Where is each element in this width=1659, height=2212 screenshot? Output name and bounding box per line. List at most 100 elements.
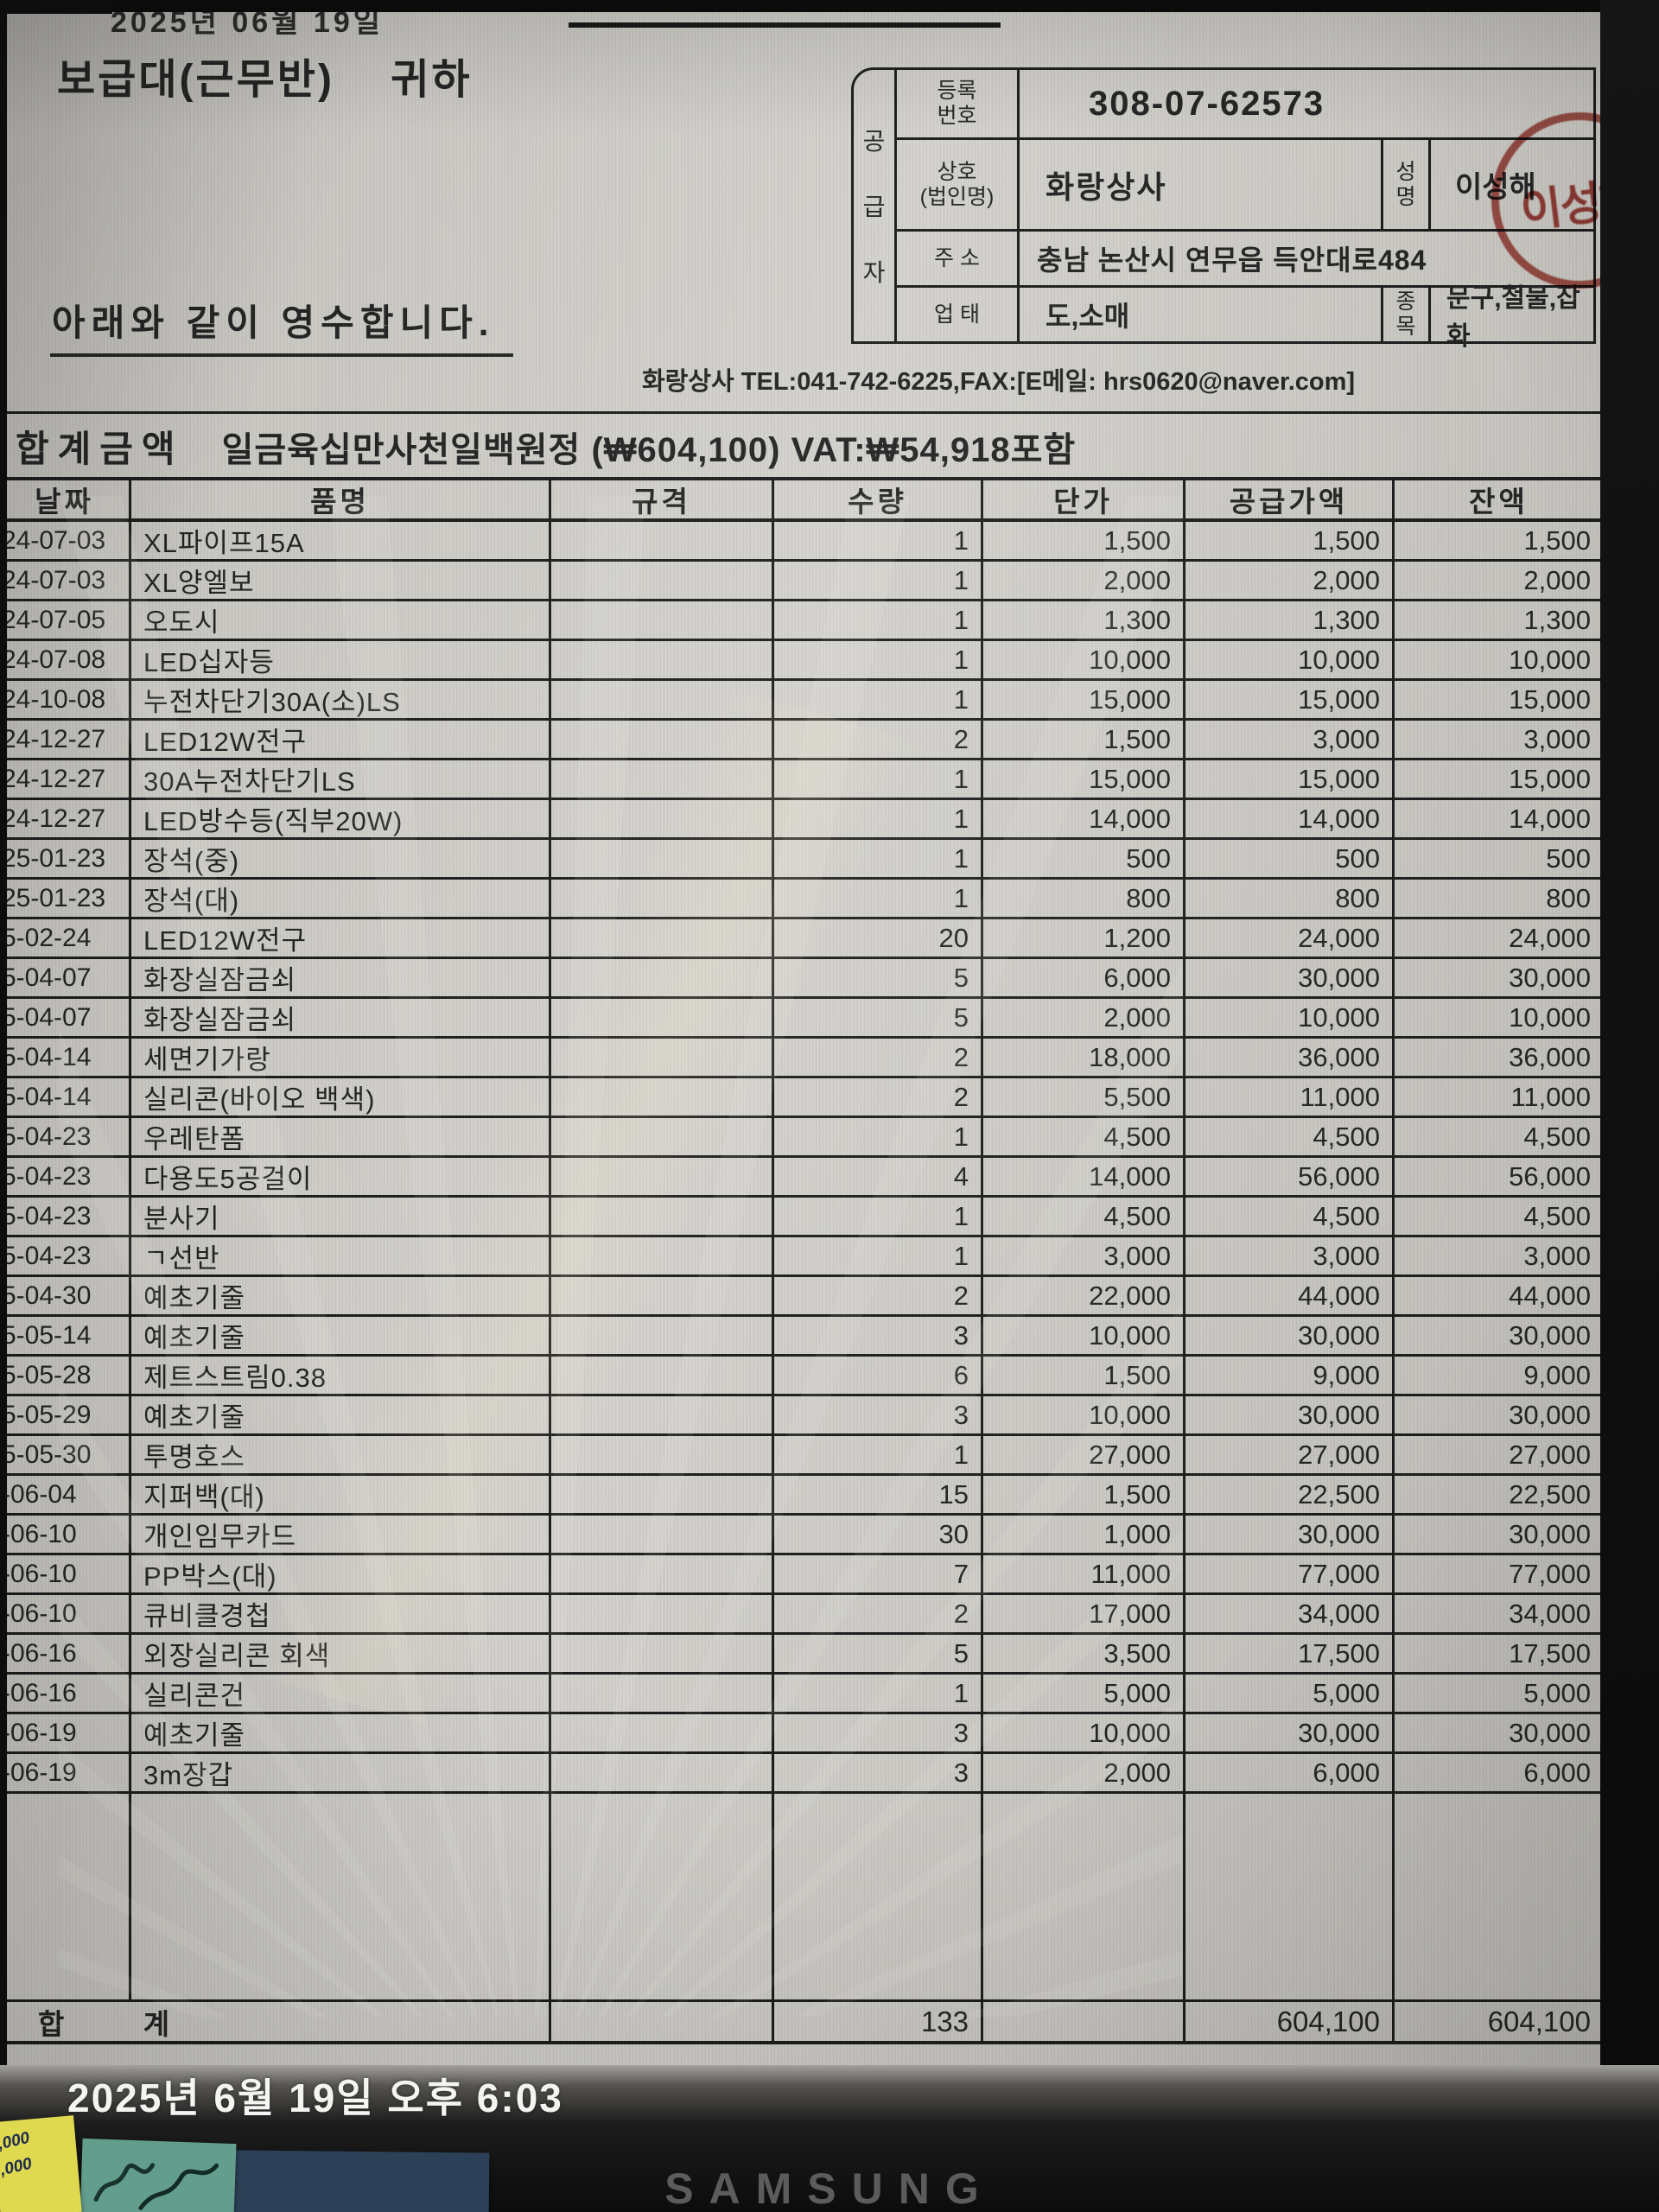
role-char: 공: [862, 128, 886, 155]
cell-qty: 4: [774, 1158, 983, 1195]
table-header-row: 날짜 품명 규격 수량 단가 공급가액 잔액: [7, 477, 1600, 522]
table-row: 5-05-30 투명호스 1 27,000 27,000 27,000: [7, 1436, 1600, 1476]
cell-item: 투명호스: [131, 1436, 551, 1473]
cell-unit: 14,000: [983, 800, 1185, 837]
monitor-bezel-top: [0, 0, 112, 14]
cell-date: -06-04: [7, 1476, 131, 1513]
cell-unit: 14,000: [983, 1158, 1185, 1195]
business-type-value: 도,소매: [1020, 285, 1383, 341]
cell-item: LED12W전구: [131, 721, 551, 758]
cell-unit: 1,000: [983, 1516, 1185, 1553]
header-spec: 규격: [551, 480, 774, 518]
cell-supply: 56,000: [1185, 1158, 1395, 1195]
cell-date: 24-07-03: [7, 562, 131, 599]
handwriting-scribble: [93, 2163, 219, 2210]
reg-no-label: 등록 번호: [897, 70, 1020, 137]
cell-spec: [551, 1277, 774, 1314]
table-row: -06-16 실리콘건 1 5,000 5,000 5,000: [7, 1675, 1600, 1714]
cell-balance: 77,000: [1395, 1555, 1600, 1592]
cell-date: 5-04-23: [7, 1198, 131, 1235]
cell-unit: 22,000: [983, 1277, 1185, 1314]
cell-supply: 30,000: [1185, 1714, 1395, 1751]
table-row: 24-12-27 LED12W전구 2 1,500 3,000 3,000: [7, 721, 1600, 760]
cell-supply: 9,000: [1185, 1357, 1395, 1394]
cell-supply: 30,000: [1185, 1317, 1395, 1354]
cell-balance: 3,000: [1395, 1237, 1600, 1274]
empty-cell: [7, 1794, 131, 1999]
cell-supply: 27,000: [1185, 1436, 1395, 1473]
cell-date: 24-07-08: [7, 641, 131, 678]
cell-balance: 9,000: [1395, 1357, 1600, 1394]
label-line: 목: [1395, 315, 1416, 339]
cell-qty: 1: [774, 562, 983, 599]
items-body: 24-07-03 XL파이프15A 1 1,500 1,500 1,500 24-07-03…: [7, 522, 1600, 1794]
cell-spec: [551, 1396, 774, 1433]
cell-spec: [551, 800, 774, 837]
cell-qty: 3: [774, 1754, 983, 1791]
cell-supply: 34,000: [1185, 1595, 1395, 1632]
cell-spec: [551, 1635, 774, 1672]
grand-total-amount: 일금육십만사천일백원정 (₩604,100) VAT:₩54,918포함: [221, 431, 1077, 469]
table-row: 5-04-23 우레탄폼 1 4,500 4,500 4,500: [7, 1118, 1600, 1158]
cell-item: XL양엘보: [131, 562, 551, 599]
cell-spec: [551, 1237, 774, 1274]
cell-item: 누전차단기30A(소)LS: [131, 681, 551, 718]
business-item-value: 문구,철물,잡화: [1431, 284, 1593, 351]
cell-balance: 30,000: [1395, 1516, 1600, 1553]
cell-balance: 1,500: [1395, 522, 1600, 559]
cell-qty: 1: [774, 800, 983, 837]
cell-qty: 1: [774, 1675, 983, 1712]
total-supply: 604,100: [1185, 2002, 1395, 2041]
cell-item: 화장실잠금쇠: [131, 959, 551, 996]
cell-date: 5-05-28: [7, 1357, 131, 1394]
table-row: 24-07-08 LED십자등 1 10,000 10,000 10,000: [7, 641, 1600, 681]
cell-unit: 1,200: [983, 919, 1185, 957]
cell-spec: [551, 880, 774, 917]
cell-unit: 4,500: [983, 1118, 1185, 1155]
cell-balance: 30,000: [1395, 1396, 1600, 1433]
cell-qty: 2: [774, 1595, 983, 1632]
table-row: -06-04 지퍼백(대) 15 1,500 22,500 22,500: [7, 1476, 1600, 1516]
cell-qty: 1: [774, 1118, 983, 1155]
table-row: -06-10 개인임무카드 30 1,000 30,000 30,000: [7, 1516, 1600, 1555]
cell-item: 다용도5공걸이: [131, 1158, 551, 1195]
cell-unit: 10,000: [983, 641, 1185, 678]
table-row: 5-04-07 화장실잠금쇠 5 6,000 30,000 30,000: [7, 959, 1600, 999]
cell-qty: 5: [774, 1635, 983, 1672]
cell-supply: 15,000: [1185, 681, 1395, 718]
sticky-note-teal: [79, 2138, 237, 2212]
empty-cell: [1185, 1794, 1395, 1999]
cell-balance: 5,000: [1395, 1675, 1600, 1712]
cell-qty: 1: [774, 522, 983, 559]
cell-spec: [551, 1675, 774, 1712]
table-row: 24-10-08 누전차단기30A(소)LS 1 15,000 15,000 15,000: [7, 681, 1600, 721]
table-row: 24-12-27 LED방수등(직부20W) 1 14,000 14,000 14,000: [7, 800, 1600, 840]
cell-item: PP박스(대): [131, 1555, 551, 1592]
cell-item: LED12W전구: [131, 919, 551, 957]
label-line: 번호: [937, 104, 977, 128]
cell-spec: [551, 760, 774, 798]
table-row: 24-12-27 30A누전차단기LS 1 15,000 15,000 15,000: [7, 760, 1600, 800]
cell-unit: 5,500: [983, 1078, 1185, 1116]
table-total-row: 합 계 133 604,100 604,100: [7, 1999, 1600, 2044]
cell-item: 화장실잠금쇠: [131, 999, 551, 1036]
cell-supply: 4,500: [1185, 1118, 1395, 1155]
company-label: 상호 (법인명): [897, 137, 1020, 229]
monitor-bezel-left: [0, 0, 7, 2212]
total-spec: [551, 2002, 774, 2041]
table-empty-space: [7, 1794, 1600, 1999]
items-table: 날짜 품명 규격 수량 단가 공급가액 잔액 24-07-03 XL파이프15A 1…: [7, 477, 1600, 2044]
cell-spec: [551, 601, 774, 639]
cell-supply: 6,000: [1185, 1754, 1395, 1791]
cell-item: 오도시: [131, 601, 551, 639]
cell-unit: 2,000: [983, 1754, 1185, 1791]
cell-unit: 15,000: [983, 760, 1185, 798]
cell-date: -06-10: [7, 1555, 131, 1592]
cell-unit: 6,000: [983, 959, 1185, 996]
table-row: 5-04-07 화장실잠금쇠 5 2,000 10,000 10,000: [7, 999, 1600, 1039]
receipt-statement: 아래와 같이 영수합니다.: [50, 294, 514, 357]
cell-spec: [551, 1595, 774, 1632]
header-date: 날짜: [7, 480, 131, 518]
cell-item: 예초기줄: [131, 1317, 551, 1354]
cell-supply: 11,000: [1185, 1078, 1395, 1116]
